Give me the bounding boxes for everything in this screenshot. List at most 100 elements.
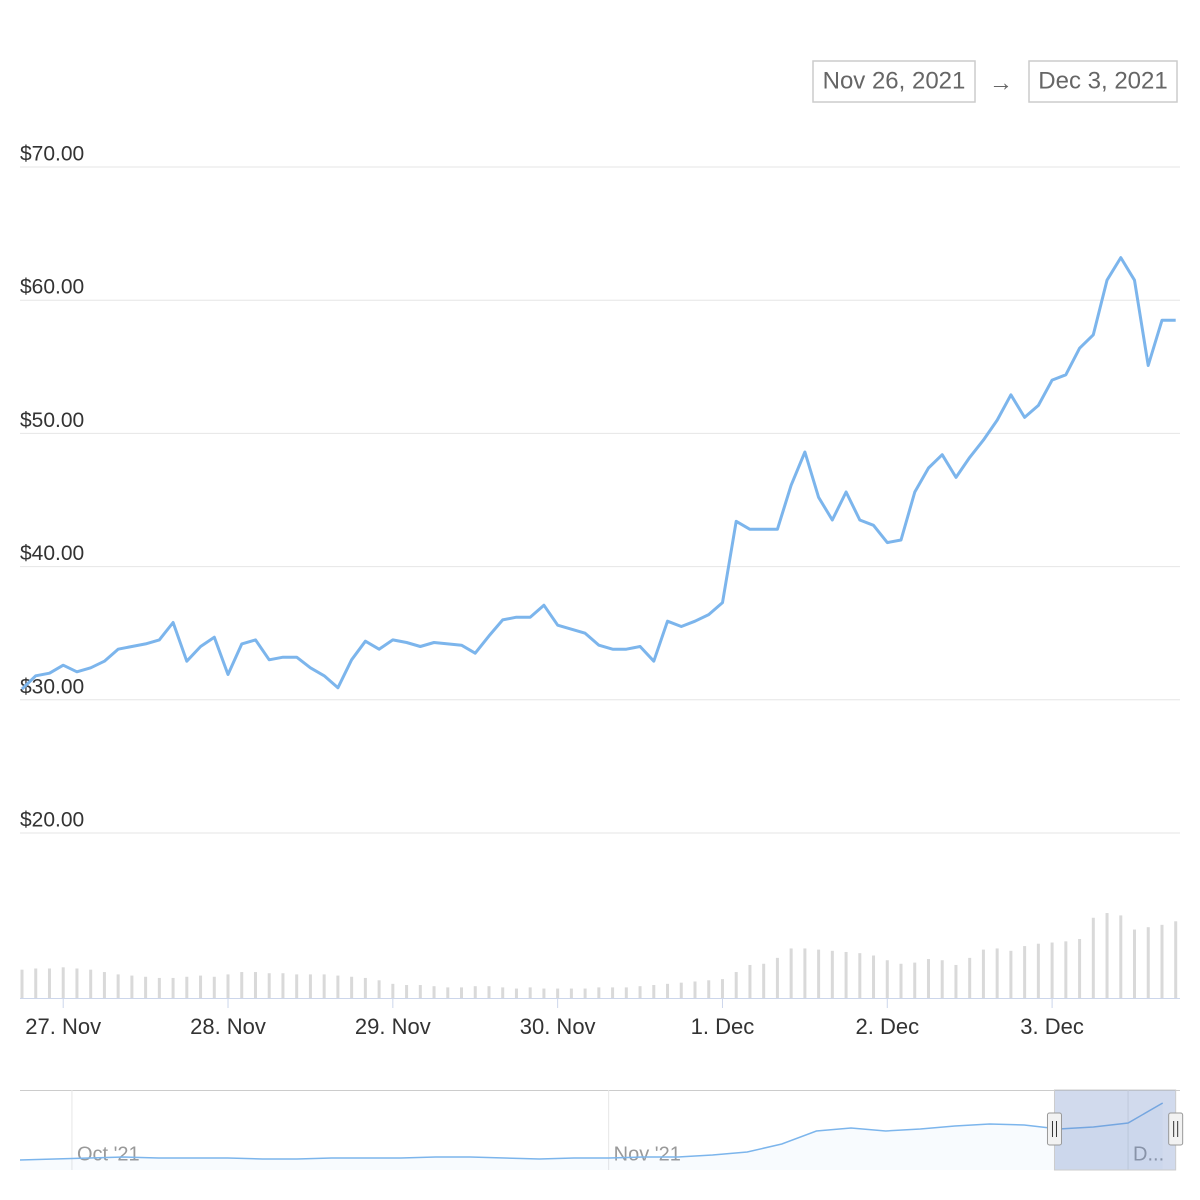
- range-to-input[interactable]: [1028, 60, 1178, 103]
- volume-bar: [226, 974, 230, 998]
- volume-bar: [762, 963, 766, 998]
- volume-bar: [940, 960, 944, 998]
- range-from-input[interactable]: [812, 60, 976, 103]
- volume-bar: [556, 988, 560, 998]
- volume-bar: [20, 969, 24, 998]
- volume-bar: [405, 985, 409, 998]
- volume-bar: [858, 953, 862, 998]
- volume-bar: [1160, 924, 1164, 998]
- volume-bar: [89, 969, 93, 998]
- volume-bar: [75, 968, 79, 998]
- volume-bar: [1023, 946, 1027, 998]
- y-tick-label: $40.00: [20, 542, 84, 565]
- volume-bar: [336, 975, 340, 998]
- volume-bar: [652, 985, 656, 998]
- volume-bar: [144, 976, 148, 998]
- volume-bar: [418, 985, 422, 998]
- volume-bar: [954, 964, 958, 998]
- navigator-frame: [20, 1090, 1180, 1170]
- volume-bar: [171, 977, 175, 998]
- x-tick-label: 27. Nov: [25, 1014, 101, 1039]
- volume-bar: [130, 975, 134, 998]
- volume-bar: [185, 976, 189, 998]
- volume-bar: [322, 974, 326, 998]
- volume-bar: [514, 988, 518, 998]
- volume-bar: [748, 964, 752, 998]
- volume-bar: [542, 988, 546, 998]
- volume-bar: [1064, 941, 1068, 998]
- volume-bar: [720, 979, 724, 998]
- volume-bar: [872, 955, 876, 998]
- volume-bar: [899, 963, 903, 998]
- volume-bar: [1036, 943, 1040, 998]
- volume-bar: [803, 948, 807, 998]
- volume-bar: [611, 987, 615, 998]
- range-to[interactable]: Dec 3, 2021: [1038, 67, 1167, 94]
- volume-bar: [981, 949, 985, 998]
- y-tick-label: $50.00: [20, 409, 84, 432]
- y-tick-label: $20.00: [20, 809, 84, 832]
- volume-bar: [446, 987, 450, 998]
- volume-bar: [61, 967, 65, 998]
- volume-bar: [844, 951, 848, 998]
- volume-bar: [47, 968, 51, 998]
- range-arrow: →: [989, 69, 1013, 96]
- volume-bar: [528, 987, 532, 998]
- volume-bar: [775, 957, 779, 998]
- y-tick-label: $70.00: [20, 143, 84, 166]
- volume-bar: [308, 974, 312, 998]
- volume-bar: [638, 986, 642, 998]
- volume-bar: [473, 986, 477, 998]
- volume-bar: [817, 949, 821, 998]
- volume-bar: [281, 973, 285, 998]
- volume-bar: [267, 973, 271, 998]
- volume-bar: [391, 983, 395, 998]
- volume-bar: [597, 987, 601, 998]
- volume-bar: [1009, 950, 1013, 998]
- volume-bar: [1105, 913, 1109, 998]
- navigator-tick-label: Oct '21: [77, 1143, 140, 1165]
- volume-bar: [693, 981, 697, 998]
- navigator-tick-label: Nov '21: [614, 1143, 681, 1165]
- x-tick-label: 1. Dec: [691, 1014, 755, 1039]
- navigator-mask: [1053, 1089, 1177, 1171]
- volume-bar: [377, 980, 381, 998]
- range-from[interactable]: Nov 26, 2021: [823, 67, 966, 94]
- volume-bar: [212, 976, 216, 998]
- volume-bar: [253, 972, 257, 998]
- volume-bar: [240, 972, 244, 998]
- volume-bar: [34, 968, 38, 998]
- volume-bar: [363, 977, 367, 998]
- volume-bar: [789, 948, 793, 998]
- volume-bar: [487, 986, 491, 998]
- x-tick-label: 28. Nov: [190, 1014, 266, 1039]
- volume-bar: [1050, 942, 1054, 998]
- x-tick-label: 29. Nov: [355, 1014, 431, 1039]
- volume-bar: [666, 983, 670, 998]
- x-tick-label: 30. Nov: [520, 1014, 596, 1039]
- volume-bar: [157, 977, 161, 998]
- volume-bar: [995, 948, 999, 998]
- x-tick-label: 2. Dec: [855, 1014, 919, 1039]
- volume-bar: [295, 974, 299, 998]
- volume-bar: [830, 950, 834, 998]
- navigator-line: [19, 1102, 1164, 1161]
- volume-bar: [1119, 915, 1123, 998]
- y-tick-label: $30.00: [20, 675, 84, 698]
- x-tick-label: 3. Dec: [1020, 1014, 1084, 1039]
- price-line: [20, 256, 1176, 691]
- volume-bar: [1174, 921, 1178, 998]
- volume-bar: [707, 980, 711, 998]
- volume-bar: [913, 962, 917, 998]
- volume-bar: [199, 975, 203, 998]
- volume-bar: [734, 972, 738, 998]
- volume-bar: [432, 986, 436, 998]
- y-tick-label: $60.00: [20, 276, 84, 299]
- volume-bar: [1091, 917, 1095, 998]
- navigator-handle[interactable]: [1168, 1112, 1184, 1146]
- volume-bar: [350, 976, 354, 998]
- volume-bar: [624, 987, 628, 998]
- navigator-handle[interactable]: [1046, 1112, 1062, 1146]
- volume-bar: [926, 959, 930, 998]
